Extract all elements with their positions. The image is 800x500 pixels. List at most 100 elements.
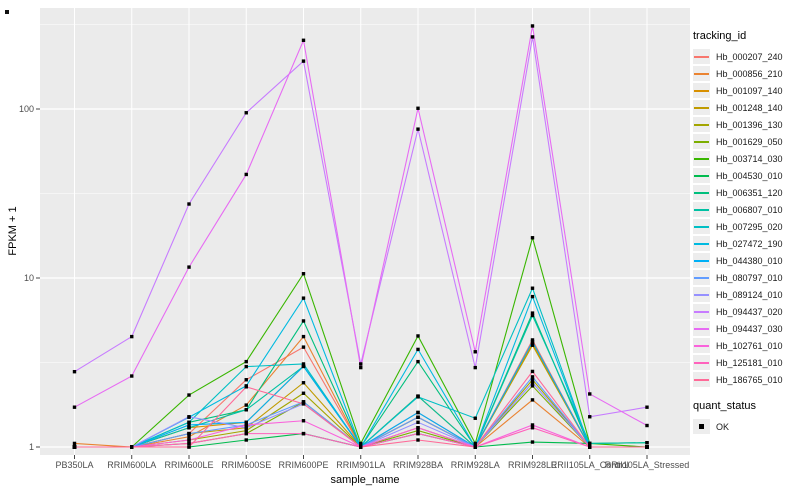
legend-label: OK: [716, 421, 730, 432]
legend-key-line-icon: [694, 379, 709, 381]
data-point: [244, 423, 248, 427]
data-point: [473, 350, 477, 354]
x-tick-label: RRIM928BA: [393, 460, 443, 470]
legend-items: Hb_000207_240 Hb_000856_210 Hb_001097_140 H…: [693, 48, 799, 388]
data-point: [72, 405, 77, 409]
data-point: [301, 419, 306, 423]
data-point: [416, 127, 420, 131]
data-point: [473, 441, 477, 446]
data-point: [244, 428, 248, 433]
legend-label: Hb_003714_030: [716, 153, 783, 164]
data-point: [645, 445, 649, 449]
legend-entry: Hb_125181_010: [693, 354, 799, 371]
data-point: [530, 375, 535, 379]
legend-key-swatch: [693, 168, 710, 183]
legend-key-line-icon: [694, 260, 709, 262]
legend-label: Hb_000856_210: [716, 68, 783, 79]
data-point: [416, 428, 420, 433]
data-point: [244, 426, 248, 430]
legend-key-line-icon: [694, 362, 709, 364]
legend-key-swatch: [693, 49, 710, 64]
legend-label: Hb_186765_010: [716, 374, 783, 385]
data-point: [416, 431, 420, 436]
stray-dot: [5, 10, 9, 14]
legend-key-swatch: [693, 219, 710, 234]
legend-key-line-icon: [694, 107, 709, 109]
data-point: [530, 369, 535, 374]
data-point: [530, 24, 535, 28]
legend-label: Hb_001629_050: [716, 136, 783, 147]
legend-key-line-icon: [694, 90, 709, 92]
x-tick-label: RRIM928LA: [451, 460, 500, 470]
data-point: [244, 111, 248, 115]
data-point: [588, 392, 592, 396]
data-point: [187, 441, 191, 446]
data-point: [187, 265, 191, 269]
data-point: [72, 369, 77, 374]
legend-entry: Hb_006807_010: [693, 201, 799, 218]
data-point: [416, 438, 420, 442]
legend-key-line-icon: [694, 243, 709, 245]
data-point: [530, 236, 535, 240]
legend-key-swatch: [693, 185, 710, 200]
legend-key-swatch: [693, 117, 710, 132]
y-axis-title: FPKM + 1: [7, 206, 19, 256]
data-point: [244, 438, 248, 442]
legend-key-line-icon: [694, 311, 709, 313]
legend-key-swatch: [693, 83, 710, 98]
legend-key-line-icon: [694, 328, 709, 330]
legend-entry: Hb_102761_010: [693, 337, 799, 354]
plot-panel: [40, 8, 690, 455]
data-point: [588, 415, 592, 419]
data-point: [416, 395, 420, 399]
legend-key-line-icon: [694, 124, 709, 126]
legend-key-swatch: [693, 151, 710, 166]
data-point: [244, 378, 248, 382]
data-point: [244, 403, 248, 407]
data-point: [530, 338, 535, 342]
legend-label: Hb_004530_010: [716, 170, 783, 181]
data-point: [301, 431, 306, 436]
legend-key-swatch: [693, 134, 710, 149]
legend-entry: Hb_001396_130: [693, 116, 799, 133]
data-point: [530, 343, 535, 347]
data-point: [187, 423, 191, 427]
legend-title-quant-status: quant_status: [693, 400, 756, 412]
legend-entry: Hb_004530_010: [693, 167, 799, 184]
legend-key-line-icon: [694, 209, 709, 211]
data-point: [187, 426, 191, 430]
legend-label: Hb_001248_140: [716, 102, 783, 113]
data-point: [473, 416, 477, 420]
x-axis-title: sample_name: [330, 474, 400, 486]
legend-key-line-icon: [694, 226, 709, 228]
data-point: [301, 59, 306, 63]
data-point: [645, 405, 649, 409]
legend-entry: Hb_027472_190: [693, 235, 799, 252]
legend-label: Hb_102761_010: [716, 340, 783, 351]
data-point: [244, 420, 248, 425]
x-tick-label: RRII105LA_Control: [551, 460, 629, 470]
x-tick-label: RRIM600SE: [221, 460, 271, 470]
legend-label: Hb_001097_140: [716, 85, 783, 96]
legend-key-swatch: [693, 100, 710, 115]
data-point: [359, 362, 363, 366]
x-tick-label: RRIM901LA: [336, 460, 385, 470]
legend-key-line-icon: [694, 345, 709, 347]
data-point: [473, 445, 477, 449]
data-point: [359, 441, 363, 446]
data-point: [187, 202, 191, 206]
data-point: [301, 391, 306, 395]
legend-key-line-icon: [694, 56, 709, 58]
data-point: [301, 272, 306, 276]
data-point: [301, 402, 306, 406]
legend-key-swatch: [693, 304, 710, 319]
data-point: [416, 334, 420, 338]
legend-entry: Hb_003714_030: [693, 150, 799, 167]
data-point: [416, 426, 420, 430]
legend-label: Hb_044380_010: [716, 255, 783, 266]
data-point: [244, 172, 248, 177]
data-point: [244, 431, 248, 436]
legend-key-swatch: [693, 253, 710, 268]
